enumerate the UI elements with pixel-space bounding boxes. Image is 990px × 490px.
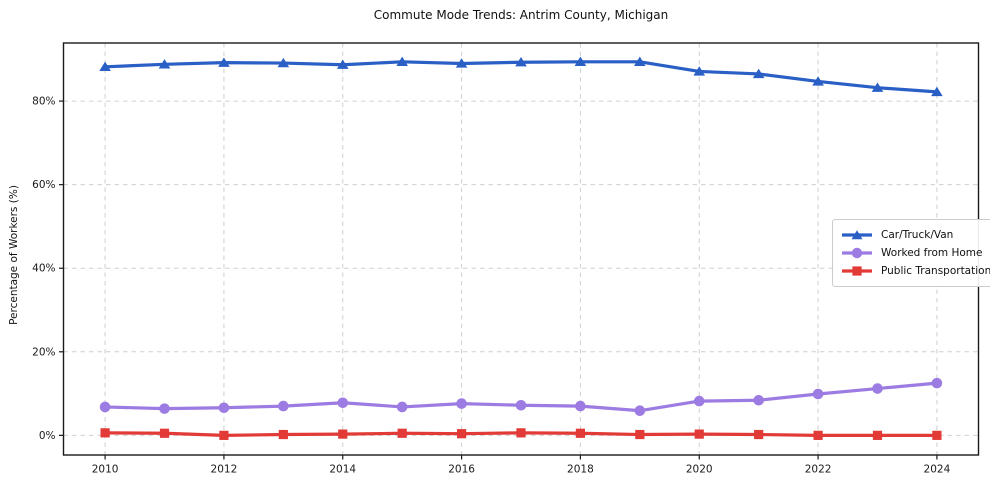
marker-worked-from-home: [99, 401, 111, 413]
legend-item-car-truck-van: Car/Truck/Van: [840, 226, 990, 244]
marker-worked-from-home: [218, 402, 230, 414]
marker-car-truck-van: [277, 57, 290, 68]
marker-car-truck-van: [693, 66, 706, 76]
marker-public-transportation: [575, 428, 586, 438]
marker-worked-from-home: [872, 383, 883, 394]
marker-worked-from-home: [396, 401, 408, 413]
marker-public-transportation: [219, 430, 229, 440]
y-tick-label: 20%: [32, 346, 55, 358]
marker-public-transportation: [932, 430, 942, 440]
marker-worked-from-home: [159, 403, 170, 414]
x-tick-label: 2022: [805, 464, 832, 476]
marker-worked-from-home: [337, 397, 349, 409]
x-tick-label: 2020: [686, 464, 713, 476]
marker-public-transportation: [635, 429, 645, 440]
x-tick-label: 2024: [924, 464, 951, 476]
marker-car-truck-van: [99, 61, 111, 72]
y-tick-label: 40%: [32, 263, 55, 275]
chart-title: Commute Mode Trends: Antrim County, Mich…: [373, 8, 669, 22]
marker-public-transportation: [159, 428, 170, 438]
marker-public-transportation: [338, 429, 348, 439]
marker-worked-from-home: [575, 400, 586, 412]
x-tick-label: 2012: [211, 464, 238, 476]
marker-public-transportation: [516, 428, 526, 438]
marker-worked-from-home: [693, 395, 705, 407]
marker-worked-from-home: [634, 405, 646, 417]
x-tick-label: 2014: [329, 464, 356, 476]
marker-public-transportation: [397, 428, 407, 438]
marker-car-truck-van: [574, 56, 587, 67]
legend-label-worked-from-home: Worked from Home: [881, 247, 983, 259]
marker-public-transportation: [754, 429, 764, 440]
y-tick-label: 80%: [32, 96, 55, 108]
marker-public-transportation: [694, 429, 704, 439]
marker-car-truck-van: [396, 56, 408, 67]
marker-public-transportation: [278, 429, 288, 440]
marker-public-transportation: [456, 429, 467, 439]
marker-car-truck-van: [218, 57, 230, 67]
marker-worked-from-home: [515, 399, 527, 411]
marker-worked-from-home: [812, 388, 824, 400]
legend: Car/Truck/Van Worked from Home Public Tran…: [832, 219, 990, 287]
legend-square-icon: [842, 266, 872, 276]
marker-car-truck-van: [634, 56, 646, 67]
legend-label-public-transportation: Public Transportation: [881, 265, 990, 277]
marker-car-truck-van: [871, 82, 884, 92]
marker-car-truck-van: [158, 59, 171, 69]
marker-car-truck-van: [931, 86, 943, 97]
marker-public-transportation: [100, 428, 110, 438]
y-tick-label: 0%: [39, 430, 56, 442]
marker-car-truck-van: [752, 68, 765, 79]
marker-worked-from-home: [931, 377, 943, 389]
legend-circle-icon: [842, 247, 872, 259]
legend-item-worked-from-home: Worked from Home: [840, 244, 990, 262]
marker-car-truck-van: [812, 76, 824, 86]
legend-label-car-truck-van: Car/Truck/Van: [881, 229, 954, 241]
marker-public-transportation: [813, 430, 823, 440]
marker-car-truck-van: [455, 58, 468, 68]
x-tick-label: 2010: [92, 464, 119, 476]
marker-worked-from-home: [278, 400, 289, 412]
x-tick-label: 2016: [448, 464, 475, 476]
legend-item-public-transportation: Public Transportation: [840, 262, 990, 280]
x-tick-label: 2018: [567, 464, 594, 476]
legend-triangle-icon: [842, 230, 872, 240]
marker-worked-from-home: [753, 394, 764, 406]
y-tick-label: 60%: [32, 179, 55, 191]
marker-car-truck-van: [336, 59, 349, 69]
marker-worked-from-home: [456, 398, 467, 409]
marker-car-truck-van: [515, 57, 527, 67]
marker-public-transportation: [872, 430, 883, 440]
